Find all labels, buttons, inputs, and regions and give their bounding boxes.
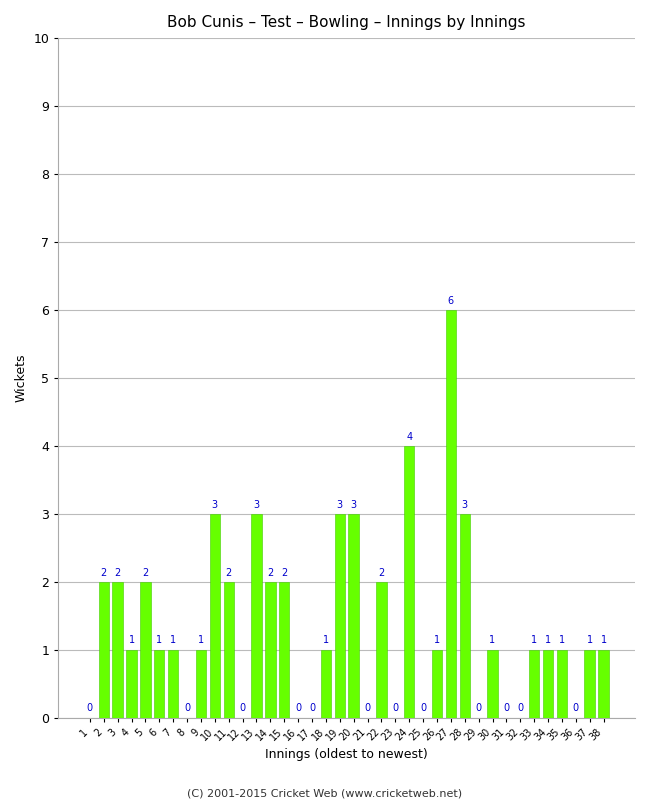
Title: Bob Cunis – Test – Bowling – Innings by Innings: Bob Cunis – Test – Bowling – Innings by … bbox=[168, 15, 526, 30]
Bar bbox=[543, 650, 553, 718]
Text: 1: 1 bbox=[198, 635, 204, 646]
Bar bbox=[599, 650, 609, 718]
Bar bbox=[112, 582, 123, 718]
Text: 1: 1 bbox=[434, 635, 440, 646]
Bar bbox=[140, 582, 151, 718]
Text: 2: 2 bbox=[267, 567, 274, 578]
Text: 3: 3 bbox=[350, 500, 357, 510]
Text: 1: 1 bbox=[601, 635, 606, 646]
Text: 0: 0 bbox=[240, 703, 246, 714]
Text: 2: 2 bbox=[281, 567, 287, 578]
Bar bbox=[320, 650, 331, 718]
Text: 0: 0 bbox=[573, 703, 579, 714]
Text: 0: 0 bbox=[309, 703, 315, 714]
Text: 1: 1 bbox=[156, 635, 162, 646]
Text: 3: 3 bbox=[337, 500, 343, 510]
Bar bbox=[154, 650, 164, 718]
Bar bbox=[252, 514, 262, 718]
Bar bbox=[224, 582, 234, 718]
Text: 0: 0 bbox=[365, 703, 370, 714]
Text: 1: 1 bbox=[170, 635, 176, 646]
Text: 2: 2 bbox=[226, 567, 232, 578]
Bar bbox=[279, 582, 289, 718]
Bar bbox=[265, 582, 276, 718]
Text: 4: 4 bbox=[406, 432, 412, 442]
Y-axis label: Wickets: Wickets bbox=[15, 354, 28, 402]
Text: 0: 0 bbox=[503, 703, 510, 714]
Text: 1: 1 bbox=[531, 635, 538, 646]
Text: (C) 2001-2015 Cricket Web (www.cricketweb.net): (C) 2001-2015 Cricket Web (www.cricketwe… bbox=[187, 788, 463, 798]
Text: 1: 1 bbox=[323, 635, 329, 646]
Text: 0: 0 bbox=[517, 703, 523, 714]
Text: 3: 3 bbox=[212, 500, 218, 510]
Bar bbox=[168, 650, 178, 718]
Text: 0: 0 bbox=[184, 703, 190, 714]
Bar bbox=[348, 514, 359, 718]
Bar bbox=[335, 514, 345, 718]
Bar bbox=[460, 514, 470, 718]
Bar bbox=[209, 514, 220, 718]
Bar bbox=[446, 310, 456, 718]
Bar bbox=[404, 446, 415, 718]
Bar bbox=[196, 650, 206, 718]
Text: 1: 1 bbox=[587, 635, 593, 646]
Text: 3: 3 bbox=[254, 500, 259, 510]
Bar bbox=[432, 650, 442, 718]
Bar bbox=[99, 582, 109, 718]
X-axis label: Innings (oldest to newest): Innings (oldest to newest) bbox=[265, 748, 428, 761]
Text: 0: 0 bbox=[420, 703, 426, 714]
Text: 0: 0 bbox=[392, 703, 398, 714]
Text: 6: 6 bbox=[448, 296, 454, 306]
Bar bbox=[557, 650, 567, 718]
Bar bbox=[584, 650, 595, 718]
Text: 1: 1 bbox=[129, 635, 135, 646]
Text: 2: 2 bbox=[142, 567, 149, 578]
Text: 2: 2 bbox=[101, 567, 107, 578]
Text: 2: 2 bbox=[114, 567, 121, 578]
Bar bbox=[126, 650, 136, 718]
Text: 0: 0 bbox=[87, 703, 93, 714]
Bar bbox=[488, 650, 498, 718]
Text: 1: 1 bbox=[489, 635, 495, 646]
Text: 2: 2 bbox=[378, 567, 385, 578]
Bar bbox=[529, 650, 539, 718]
Text: 0: 0 bbox=[476, 703, 482, 714]
Text: 1: 1 bbox=[559, 635, 565, 646]
Text: 0: 0 bbox=[295, 703, 301, 714]
Text: 1: 1 bbox=[545, 635, 551, 646]
Text: 3: 3 bbox=[462, 500, 468, 510]
Bar bbox=[376, 582, 387, 718]
